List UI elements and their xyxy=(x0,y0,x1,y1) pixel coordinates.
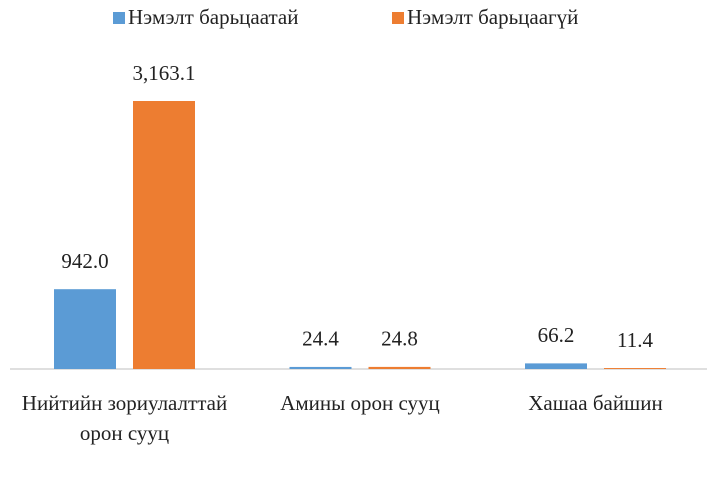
bar xyxy=(54,289,116,369)
legend-label: Нэмэлт барьцаатай xyxy=(128,5,299,29)
value-label: 11.4 xyxy=(617,328,653,352)
x-tick-label: Амины орон сууц xyxy=(280,391,440,415)
value-label: 3,163.1 xyxy=(133,61,196,85)
value-label: 24.8 xyxy=(381,327,418,351)
x-tick-label: Нийтийн зориулалттай орон сууц xyxy=(21,391,228,445)
value-label: 66.2 xyxy=(538,323,575,347)
bar xyxy=(604,368,666,369)
legend-swatch xyxy=(392,12,404,24)
value-label: 942.0 xyxy=(61,249,108,273)
x-tick-label-box: Нийтийн зориулалттай орон сууц xyxy=(21,391,228,445)
x-tick-label-box: Амины орон сууц xyxy=(280,391,440,415)
value-label: 24.4 xyxy=(302,327,339,351)
x-tick-label: Хашаа байшин xyxy=(528,391,663,415)
x-tick-label-box: Хашаа байшин xyxy=(528,391,663,415)
bar xyxy=(133,101,195,369)
bar xyxy=(525,363,587,369)
bar xyxy=(289,366,352,369)
legend-swatch xyxy=(113,12,125,24)
legend-label: Нэмэлт барьцаагүй xyxy=(407,5,578,29)
bar xyxy=(368,366,431,369)
